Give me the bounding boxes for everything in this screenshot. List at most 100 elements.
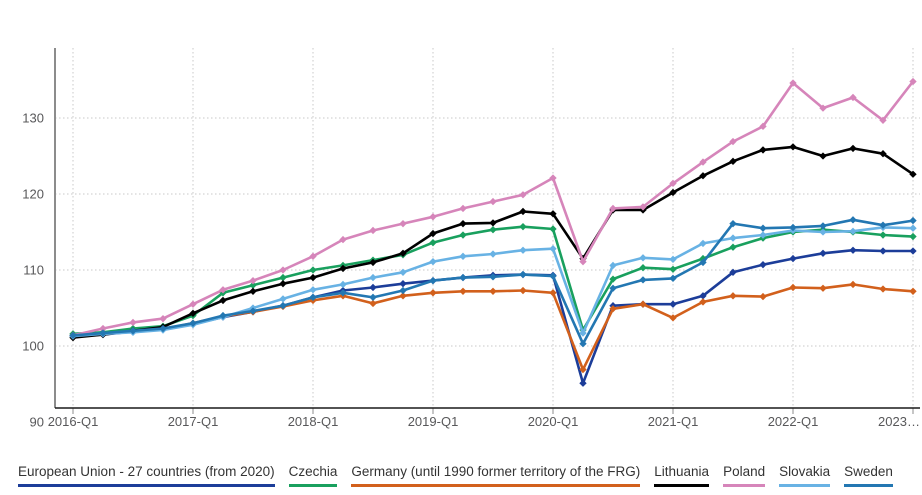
- series-marker-germany[interactable]: [489, 287, 497, 295]
- series-line-lithuania[interactable]: [71, 145, 915, 339]
- series-marker-czechia[interactable]: [489, 226, 497, 234]
- series-line-sweden[interactable]: [71, 218, 915, 346]
- series-marker-poland[interactable]: [249, 276, 257, 285]
- series-marker-lithuania[interactable]: [459, 219, 467, 228]
- series-marker-slovakia[interactable]: [489, 250, 497, 258]
- series-marker-poland[interactable]: [429, 213, 437, 221]
- series-marker-slovakia[interactable]: [909, 224, 917, 232]
- series-marker-sweden[interactable]: [249, 307, 257, 315]
- series-marker-czechia[interactable]: [609, 275, 617, 283]
- series-marker-germany[interactable]: [909, 287, 917, 295]
- series-marker-slovakia[interactable]: [819, 228, 827, 236]
- series-marker-eu27[interactable]: [789, 254, 797, 263]
- series-marker-germany[interactable]: [729, 292, 737, 300]
- series-marker-sweden[interactable]: [309, 293, 317, 302]
- series-marker-poland[interactable]: [459, 204, 467, 213]
- series-marker-germany[interactable]: [789, 283, 797, 292]
- series-marker-lithuania[interactable]: [819, 152, 827, 160]
- series-marker-eu27[interactable]: [849, 246, 857, 254]
- series-marker-czechia[interactable]: [909, 232, 917, 241]
- series-marker-slovakia[interactable]: [309, 286, 317, 294]
- series-marker-eu27[interactable]: [399, 280, 407, 288]
- series-marker-lithuania[interactable]: [339, 264, 347, 273]
- series-marker-lithuania[interactable]: [489, 219, 497, 227]
- series-line-germany[interactable]: [71, 283, 915, 371]
- series-marker-slovakia[interactable]: [339, 280, 347, 289]
- series-marker-sweden[interactable]: [699, 258, 707, 267]
- series-line-poland[interactable]: [71, 80, 915, 337]
- series-marker-sweden[interactable]: [219, 311, 227, 320]
- series-marker-lithuania[interactable]: [219, 296, 227, 305]
- series-marker-czechia[interactable]: [729, 243, 737, 251]
- series-marker-sweden[interactable]: [849, 216, 857, 224]
- series-marker-eu27[interactable]: [669, 300, 677, 308]
- series-marker-sweden[interactable]: [729, 219, 737, 228]
- series-marker-slovakia[interactable]: [669, 255, 677, 264]
- series-marker-czechia[interactable]: [669, 265, 677, 273]
- series-marker-lithuania[interactable]: [519, 207, 527, 216]
- series-marker-germany[interactable]: [669, 314, 677, 322]
- series-marker-slovakia[interactable]: [459, 252, 467, 260]
- series-marker-poland[interactable]: [369, 226, 377, 235]
- series-marker-poland[interactable]: [279, 266, 287, 274]
- series-marker-sweden[interactable]: [549, 272, 557, 280]
- legend-item-sweden[interactable]: Sweden: [844, 464, 893, 487]
- series-marker-slovakia[interactable]: [579, 329, 587, 337]
- legend-item-eu27[interactable]: European Union - 27 countries (from 2020…: [18, 464, 275, 487]
- series-marker-poland[interactable]: [489, 197, 497, 206]
- series-marker-lithuania[interactable]: [369, 258, 377, 267]
- series-marker-poland[interactable]: [819, 104, 827, 112]
- series-marker-germany[interactable]: [459, 287, 467, 295]
- series-marker-poland[interactable]: [849, 93, 857, 102]
- series-line-slovakia[interactable]: [71, 226, 915, 338]
- series-marker-sweden[interactable]: [519, 270, 527, 279]
- series-marker-sweden[interactable]: [339, 289, 347, 297]
- series-marker-sweden[interactable]: [579, 340, 587, 348]
- series-marker-sweden[interactable]: [789, 223, 797, 232]
- series-marker-poland[interactable]: [309, 252, 317, 260]
- series-marker-eu27[interactable]: [729, 268, 737, 276]
- series-marker-slovakia[interactable]: [639, 254, 647, 262]
- series-marker-eu27[interactable]: [759, 261, 767, 269]
- series-marker-sweden[interactable]: [189, 319, 197, 327]
- series-marker-czechia[interactable]: [879, 231, 887, 239]
- series-marker-eu27[interactable]: [579, 379, 587, 387]
- series-marker-slovakia[interactable]: [399, 268, 407, 276]
- legend-item-lithuania[interactable]: Lithuania: [654, 464, 710, 487]
- series-marker-germany[interactable]: [549, 289, 557, 297]
- series-marker-germany[interactable]: [639, 300, 647, 308]
- series-marker-lithuania[interactable]: [879, 150, 887, 158]
- series-marker-slovakia[interactable]: [519, 246, 527, 254]
- series-marker-lithuania[interactable]: [849, 144, 857, 153]
- series-marker-germany[interactable]: [879, 285, 887, 293]
- series-marker-germany[interactable]: [699, 298, 707, 306]
- series-marker-sweden[interactable]: [429, 276, 437, 285]
- series-marker-poland[interactable]: [579, 257, 587, 266]
- series-marker-sweden[interactable]: [279, 302, 287, 310]
- legend-item-czechia[interactable]: Czechia: [288, 464, 338, 487]
- series-marker-sweden[interactable]: [879, 221, 887, 229]
- series-marker-sweden[interactable]: [819, 222, 827, 230]
- series-marker-germany[interactable]: [609, 305, 617, 313]
- series-marker-lithuania[interactable]: [249, 287, 257, 295]
- series-marker-czechia[interactable]: [519, 223, 527, 231]
- series-marker-czechia[interactable]: [459, 231, 467, 239]
- series-marker-czechia[interactable]: [639, 264, 647, 272]
- series-marker-germany[interactable]: [759, 292, 767, 301]
- legend-item-germany[interactable]: Germany (until 1990 former territory of …: [351, 464, 641, 487]
- series-marker-germany[interactable]: [429, 289, 437, 297]
- series-marker-eu27[interactable]: [369, 283, 377, 292]
- series-marker-lithuania[interactable]: [429, 229, 437, 238]
- series-marker-germany[interactable]: [849, 280, 857, 289]
- series-marker-lithuania[interactable]: [399, 249, 407, 257]
- series-marker-germany[interactable]: [399, 292, 407, 300]
- series-marker-slovakia[interactable]: [549, 245, 557, 253]
- series-marker-sweden[interactable]: [399, 286, 407, 295]
- series-marker-poland[interactable]: [129, 318, 137, 327]
- series-marker-eu27[interactable]: [879, 247, 887, 255]
- series-marker-slovakia[interactable]: [429, 257, 437, 266]
- series-marker-slovakia[interactable]: [369, 273, 377, 282]
- series-marker-czechia[interactable]: [429, 238, 437, 247]
- series-marker-sweden[interactable]: [609, 284, 617, 292]
- series-marker-eu27[interactable]: [699, 292, 707, 300]
